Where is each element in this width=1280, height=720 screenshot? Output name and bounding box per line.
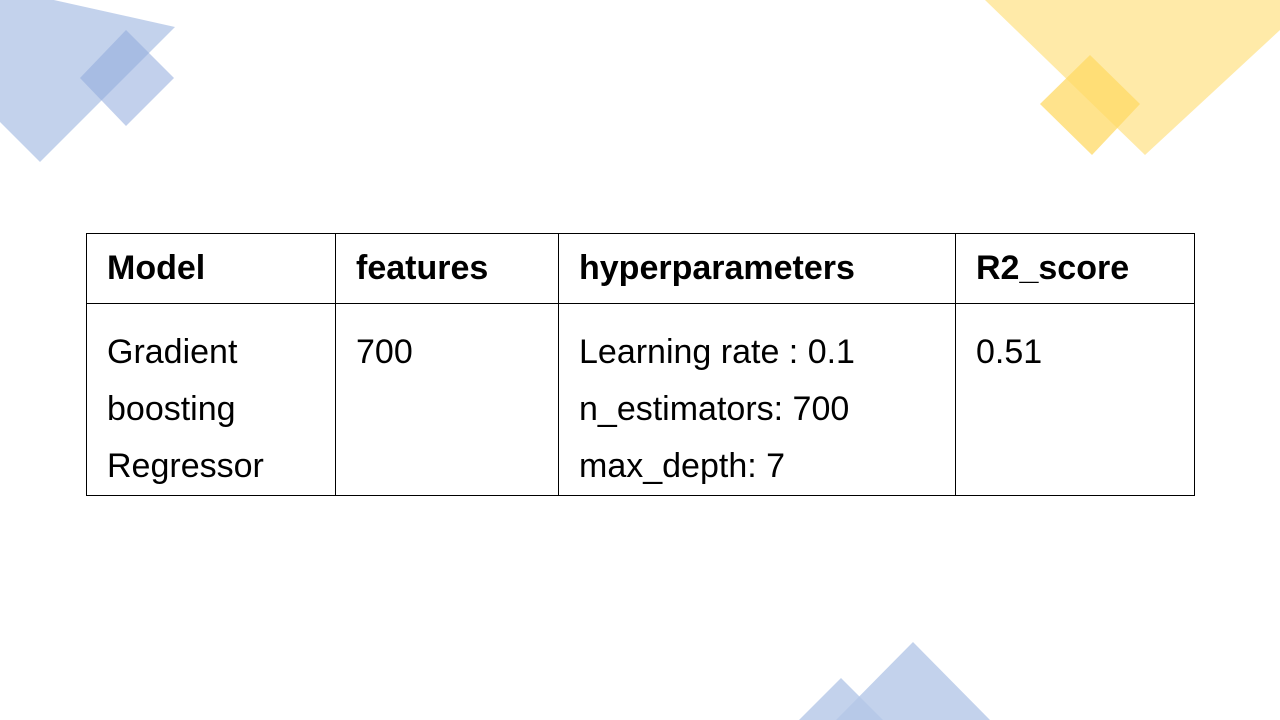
cell-r2-score: 0.51 xyxy=(955,303,1195,496)
cell-features: 700 xyxy=(335,303,559,496)
yellow-diamond-small xyxy=(1040,55,1140,155)
model-line: Gradient xyxy=(107,333,238,371)
blue-diamond-large xyxy=(0,0,175,162)
cell-hyperparameters: Learning rate : 0.1 n_estimators: 700 ma… xyxy=(558,303,956,496)
header-model: Model xyxy=(86,233,336,304)
yellow-diamond-large xyxy=(985,0,1280,155)
header-features: features xyxy=(335,233,559,304)
table-row: Gradient boosting Regressor 700 Learning… xyxy=(86,303,1195,496)
hyperparameter-max-depth: max_depth: 7 xyxy=(579,447,786,485)
model-line: boosting xyxy=(107,390,236,428)
table-header-row: Model features hyperparameters R2_score xyxy=(86,233,1195,304)
blue-diamond-bottom-large xyxy=(836,642,990,720)
blue-diamond-small xyxy=(80,30,174,126)
results-table: Model features hyperparameters R2_score … xyxy=(86,233,1195,496)
header-hyperparameters: hyperparameters xyxy=(558,233,956,304)
blue-diamond-bottom-small xyxy=(799,678,883,720)
header-r2-score: R2_score xyxy=(955,233,1195,304)
hyperparameter-n-estimators: n_estimators: 700 xyxy=(579,390,850,428)
cell-model: Gradient boosting Regressor xyxy=(86,303,336,496)
hyperparameter-learning-rate: Learning rate : 0.1 xyxy=(579,333,855,371)
model-line: Regressor xyxy=(107,447,264,485)
